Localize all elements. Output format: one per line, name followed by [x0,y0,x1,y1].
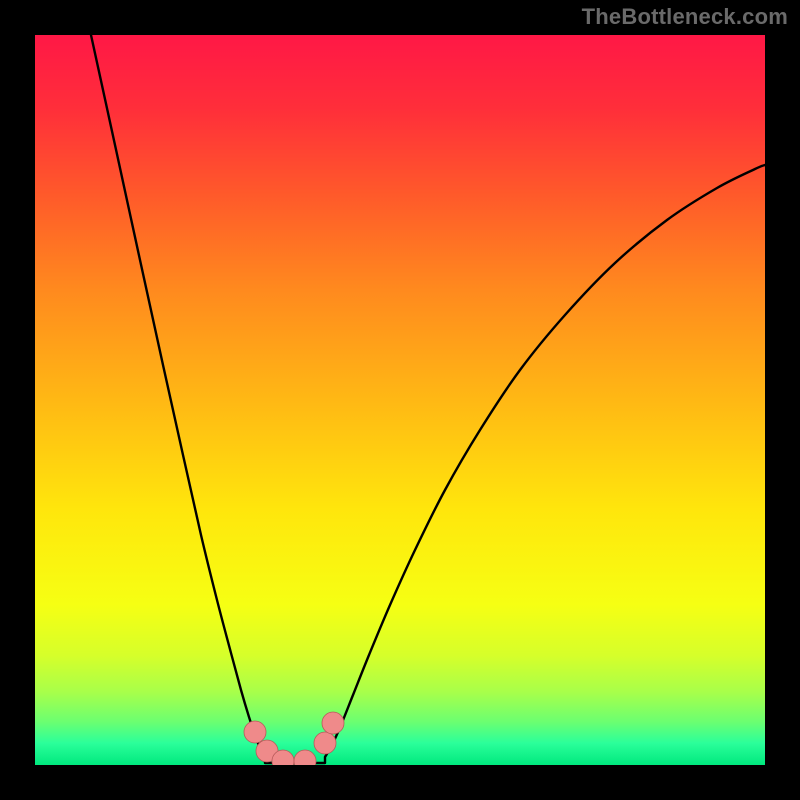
plot-svg [35,35,765,765]
gradient-background [35,35,765,765]
plot-area [35,35,765,765]
notch-marker [322,712,344,734]
notch-marker [244,721,266,743]
notch-marker [314,732,336,754]
watermark-text: TheBottleneck.com [582,4,788,30]
chart-stage: TheBottleneck.com [0,0,800,800]
